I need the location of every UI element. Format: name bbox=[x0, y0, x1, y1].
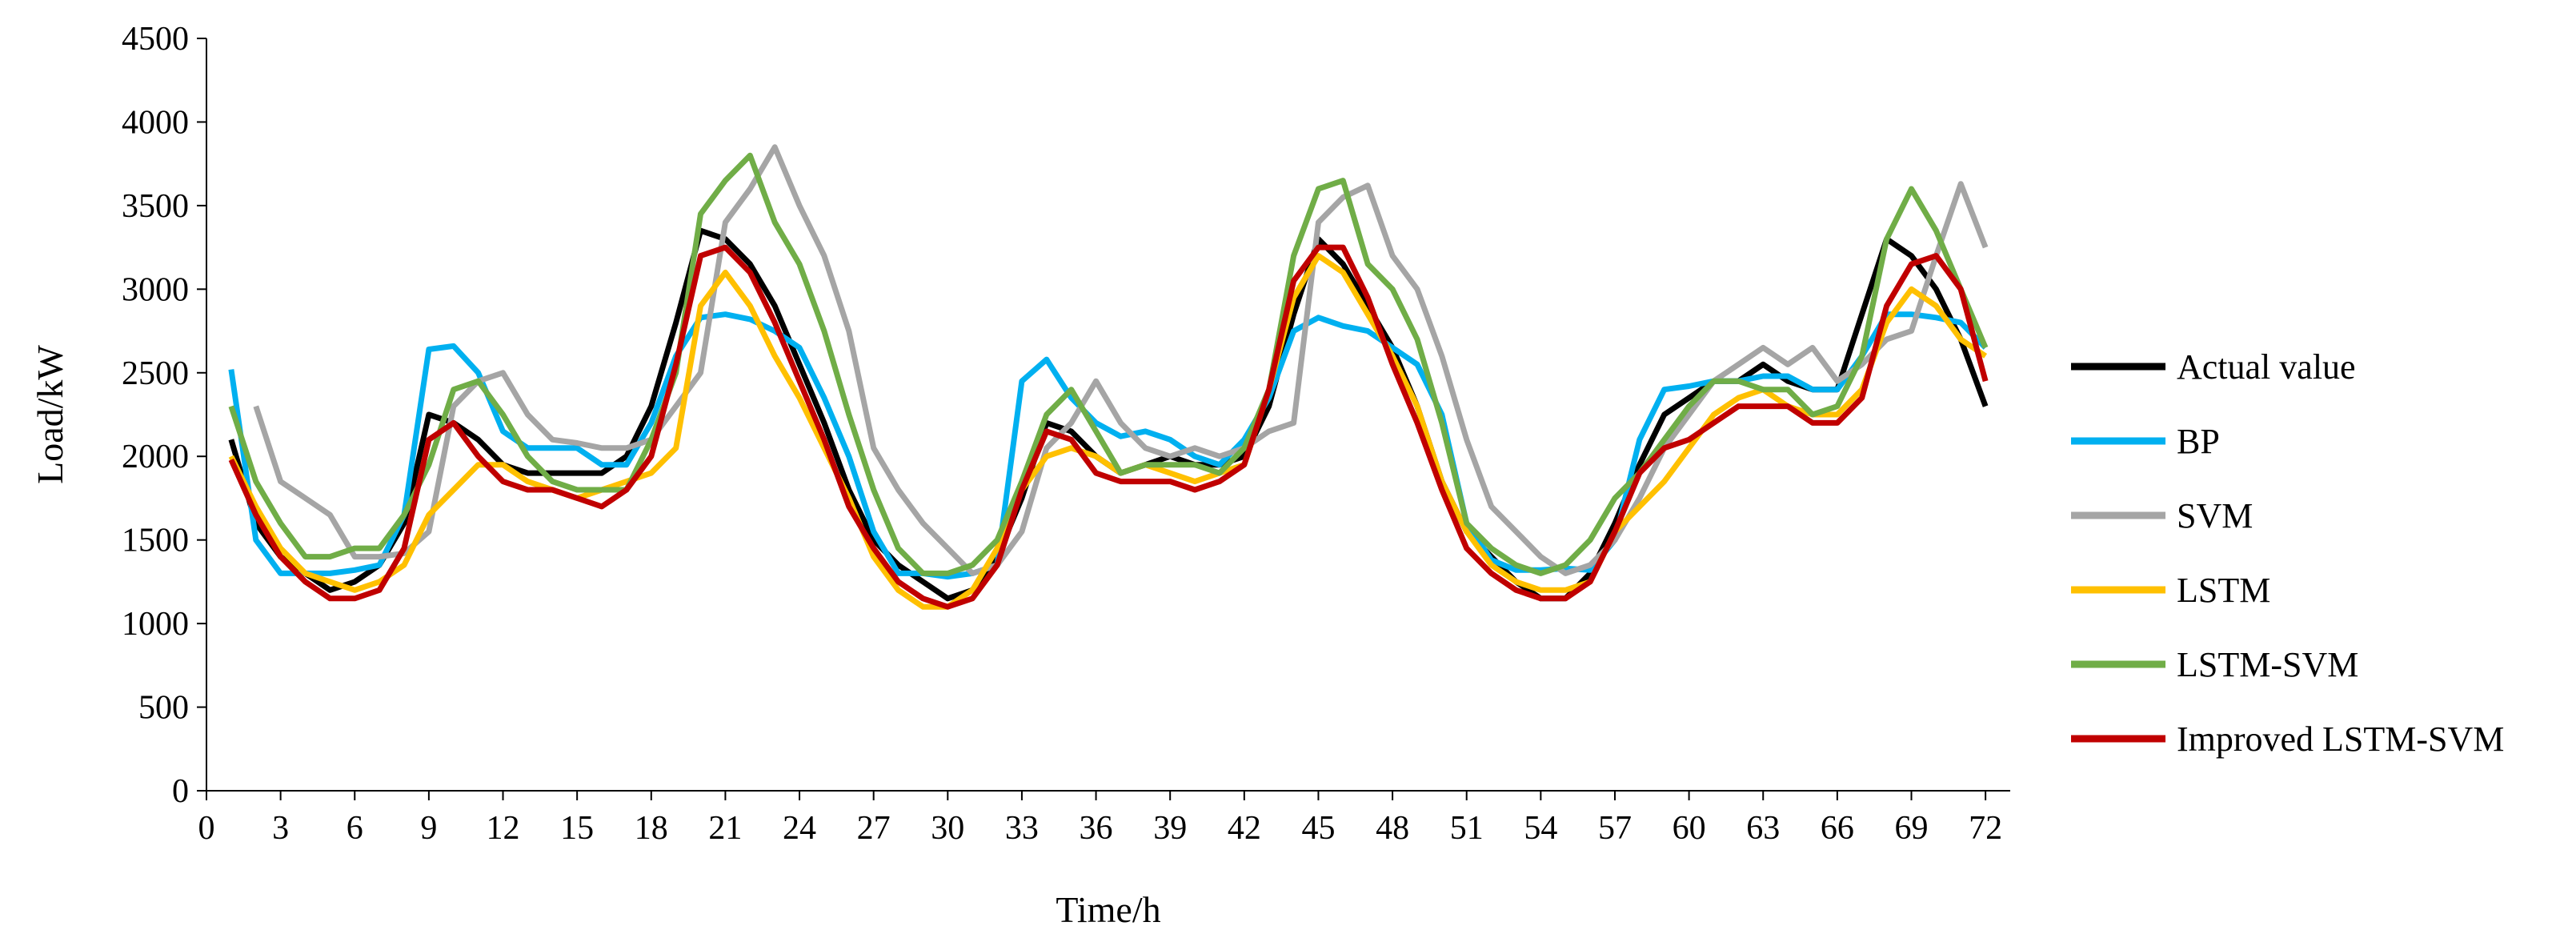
legend-label: LSTM-SVM bbox=[2177, 645, 2358, 684]
y-tick-label: 0 bbox=[172, 773, 189, 810]
x-tick-label: 18 bbox=[635, 810, 668, 847]
series-line-lstm-svm bbox=[228, 152, 1989, 576]
y-axis-ticks: 0 500 1000 1500 2000 2500 3000 3500 4000 4500 bbox=[122, 21, 206, 810]
y-tick-label: 2000 bbox=[122, 439, 189, 475]
x-tick-label: 51 bbox=[1450, 810, 1484, 847]
x-tick-label: 0 bbox=[198, 810, 215, 847]
y-tick-label: 3000 bbox=[122, 271, 189, 308]
x-tick-label: 15 bbox=[560, 810, 594, 847]
x-tick-label: 6 bbox=[347, 810, 363, 847]
x-tick-label: 45 bbox=[1301, 810, 1335, 847]
legend: Actual value BP SVM LSTM LSTM-SVM Improved LS… bbox=[2071, 347, 2504, 759]
x-tick-label: 66 bbox=[1821, 810, 1854, 847]
y-tick-label: 500 bbox=[138, 690, 189, 727]
x-tick-label: 57 bbox=[1598, 810, 1632, 847]
x-tick-label: 39 bbox=[1153, 810, 1187, 847]
y-tick-label: 4500 bbox=[122, 21, 189, 58]
legend-label: LSTM bbox=[2177, 571, 2270, 610]
y-tick-label: 4000 bbox=[122, 104, 189, 141]
x-axis-title: Time/h bbox=[1056, 889, 1160, 930]
x-tick-label: 30 bbox=[931, 810, 964, 847]
legend-label: BP bbox=[2177, 422, 2220, 461]
x-tick-label: 36 bbox=[1080, 810, 1113, 847]
x-tick-label: 3 bbox=[272, 810, 289, 847]
series-line-bp bbox=[228, 311, 1988, 580]
x-tick-label: 60 bbox=[1673, 810, 1706, 847]
series-line-lstm bbox=[228, 253, 1988, 610]
y-tick-label: 3500 bbox=[122, 188, 189, 225]
y-axis-title: Load/kW bbox=[30, 345, 70, 484]
y-tick-label: 1500 bbox=[122, 523, 189, 559]
x-tick-label: 42 bbox=[1228, 810, 1261, 847]
series-line-svm bbox=[253, 144, 1989, 576]
x-axis-ticks: 0 3 6 9 12 15 18 21 24 27 30 33 36 39 42 45 48 51 54 57 60 63… bbox=[198, 791, 2002, 847]
legend-label: Improved LSTM-SVM bbox=[2177, 720, 2504, 759]
series-line-improved-lstm-svm bbox=[228, 244, 1989, 610]
x-tick-label: 21 bbox=[708, 810, 742, 847]
axes bbox=[206, 38, 2010, 792]
x-tick-label: 69 bbox=[1894, 810, 1928, 847]
x-tick-label: 12 bbox=[487, 810, 520, 847]
x-tick-label: 54 bbox=[1524, 810, 1557, 847]
series-lines bbox=[228, 144, 1989, 610]
x-tick-label: 63 bbox=[1746, 810, 1780, 847]
y-tick-label: 2500 bbox=[122, 355, 189, 392]
legend-label: SVM bbox=[2177, 496, 2253, 535]
y-tick-label: 1000 bbox=[122, 606, 189, 643]
x-tick-label: 48 bbox=[1376, 810, 1409, 847]
x-tick-label: 9 bbox=[420, 810, 437, 847]
legend-label: Actual value bbox=[2177, 347, 2356, 387]
x-tick-label: 72 bbox=[1969, 810, 2002, 847]
x-tick-label: 33 bbox=[1005, 810, 1039, 847]
x-tick-label: 24 bbox=[783, 810, 816, 847]
x-tick-label: 27 bbox=[857, 810, 891, 847]
